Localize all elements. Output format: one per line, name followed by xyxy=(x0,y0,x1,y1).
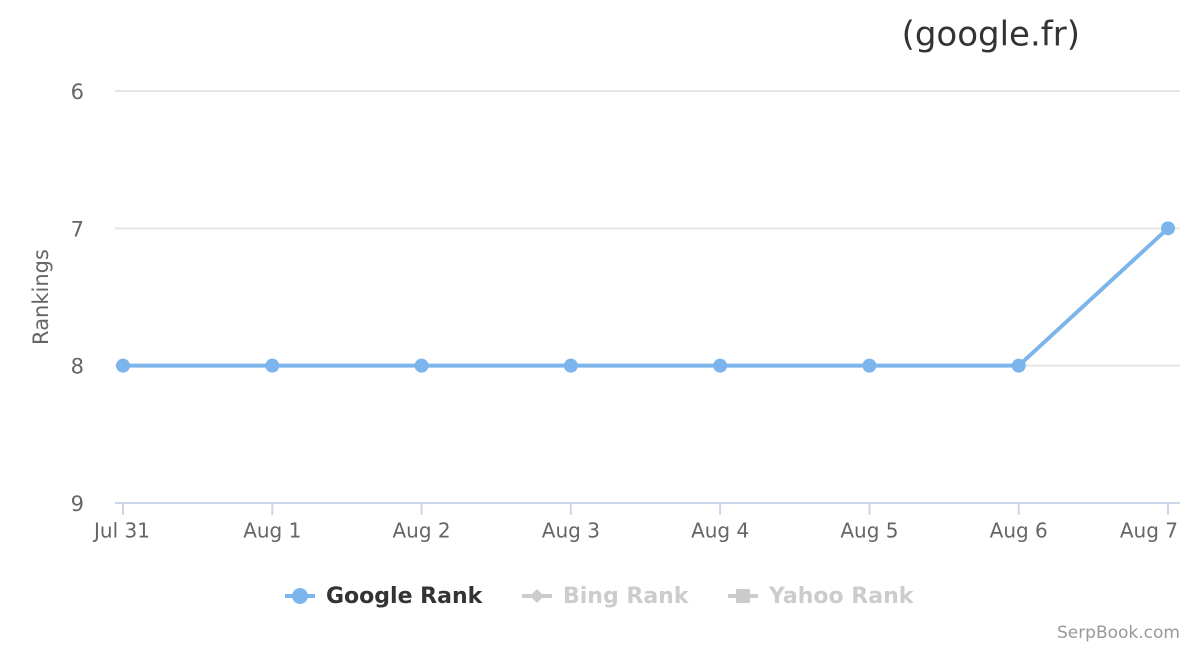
legend-label[interactable]: Google Rank xyxy=(326,584,484,609)
y-tick-label: 8 xyxy=(71,355,84,379)
legend-symbol[interactable] xyxy=(736,589,750,603)
legend-label[interactable]: Yahoo Rank xyxy=(768,584,915,609)
data-point xyxy=(265,358,280,373)
x-tick-label: Aug 2 xyxy=(393,519,451,543)
x-tick-label: Aug 7 xyxy=(1120,519,1178,543)
x-tick-label: Aug 5 xyxy=(840,519,898,543)
y-tick-label: 7 xyxy=(71,217,84,241)
x-tick-label: Aug 1 xyxy=(243,519,301,543)
legend-symbol[interactable] xyxy=(292,588,308,604)
y-tick-label: 9 xyxy=(71,492,84,516)
legend-symbol[interactable] xyxy=(530,589,544,603)
chart-title: (google.fr) xyxy=(902,15,1080,55)
y-tick-label: 6 xyxy=(71,80,84,104)
data-point xyxy=(862,358,877,373)
data-point xyxy=(713,358,728,373)
legend-label[interactable]: Bing Rank xyxy=(563,584,690,609)
credit: SerpBook.com xyxy=(1057,623,1180,643)
data-point xyxy=(1011,358,1026,373)
x-tick-label: Jul 31 xyxy=(92,519,150,543)
y-axis-title: Rankings xyxy=(29,249,53,345)
x-tick-label: Aug 6 xyxy=(990,519,1048,543)
series-line xyxy=(123,226,1170,368)
x-tick-label: Aug 3 xyxy=(542,519,600,543)
x-tick-label: Aug 4 xyxy=(691,519,749,543)
data-point xyxy=(1161,221,1175,236)
data-point xyxy=(414,358,429,373)
data-point xyxy=(563,358,578,373)
data-point xyxy=(116,358,130,373)
